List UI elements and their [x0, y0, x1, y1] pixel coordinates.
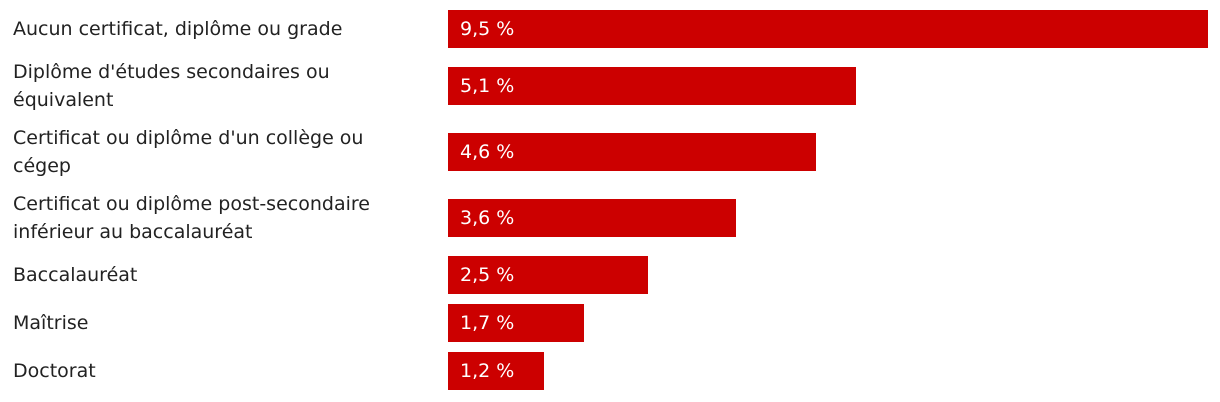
category-label: Doctorat	[13, 360, 96, 382]
row: Doctorat 1,2 %	[0, 352, 1220, 390]
bar: 1,7 %	[448, 304, 584, 342]
bar: 1,2 %	[448, 352, 544, 390]
value-label: 1,7 %	[460, 312, 515, 334]
value-label: 4,6 %	[460, 141, 515, 163]
value-label: 2,5 %	[460, 264, 515, 286]
category-label: Diplôme d'études secondaires ou équivale…	[13, 61, 330, 111]
bar: 9,5 %	[448, 10, 1208, 48]
category-label: Baccalauréat	[13, 264, 138, 286]
value-label: 5,1 %	[460, 75, 515, 97]
chart: Aucun certificat, diplôme ou grade 9,5 % D…	[0, 10, 1220, 390]
row: Aucun certificat, diplôme ou grade 9,5 %	[0, 10, 1220, 48]
row: Baccalauréat 2,5 %	[0, 256, 1220, 294]
row: Certificat ou diplôme post-secondaire in…	[0, 190, 1220, 246]
bar: 2,5 %	[448, 256, 648, 294]
row: Maîtrise 1,7 %	[0, 304, 1220, 342]
category-label: Aucun certificat, diplôme ou grade	[13, 18, 343, 40]
value-label: 9,5 %	[460, 18, 515, 40]
value-label: 3,6 %	[460, 207, 515, 229]
bar: 3,6 %	[448, 199, 736, 237]
bar: 4,6 %	[448, 133, 816, 171]
row: Diplôme d'études secondaires ou équivale…	[0, 58, 1220, 114]
bar: 5,1 %	[448, 67, 856, 105]
category-label: Maîtrise	[13, 312, 89, 334]
row: Certificat ou diplôme d'un collège ou cé…	[0, 124, 1220, 180]
category-label: Certificat ou diplôme d'un collège ou cé…	[13, 127, 364, 177]
category-label: Certificat ou diplôme post-secondaire in…	[13, 193, 370, 243]
value-label: 1,2 %	[460, 360, 515, 382]
